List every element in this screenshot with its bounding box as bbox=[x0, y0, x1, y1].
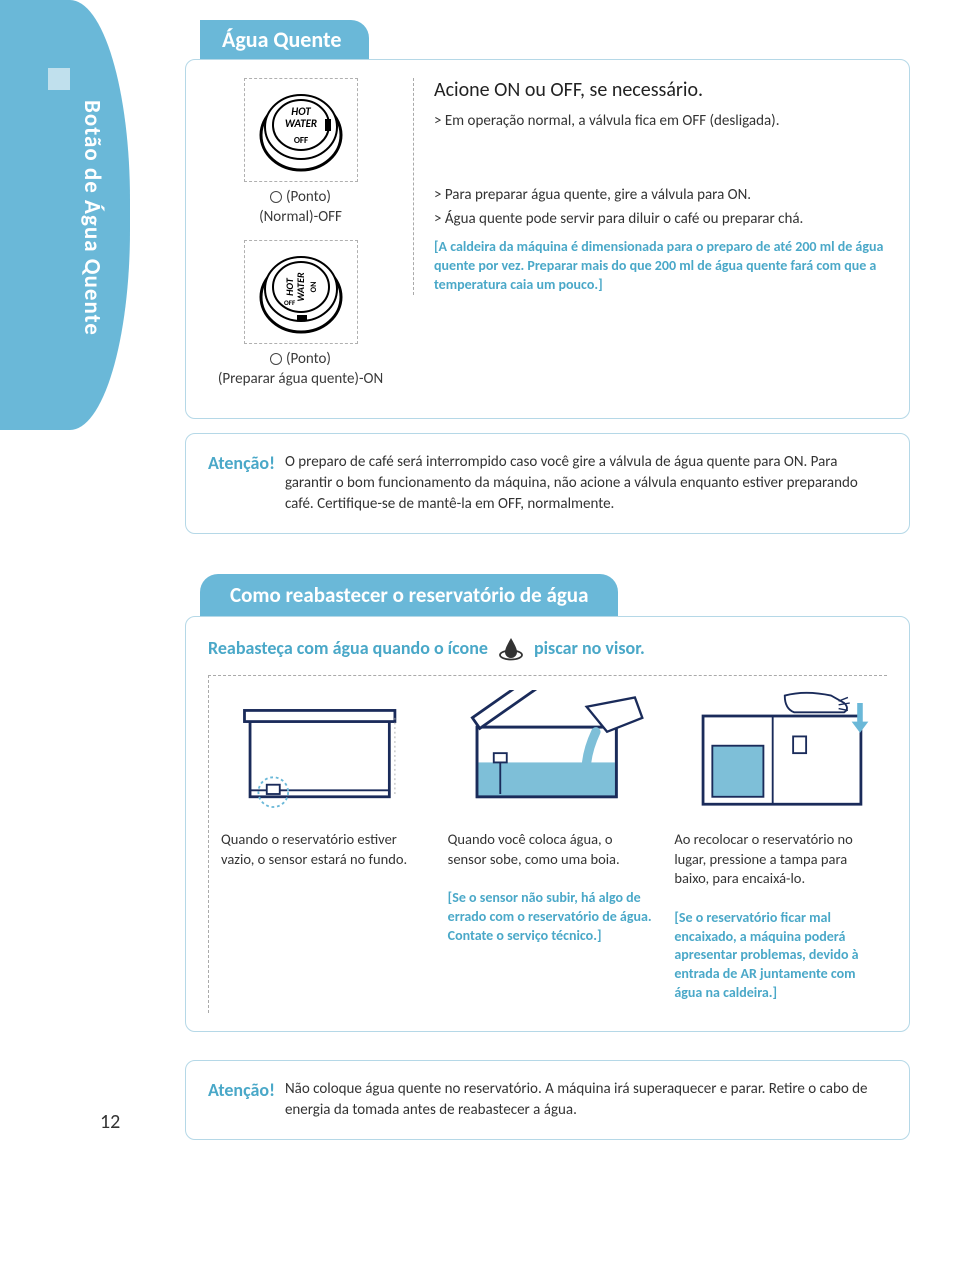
refill-panel: Reabasteça com água quando o ícone pisca… bbox=[185, 616, 910, 1032]
instr-title: Acione ON ou OFF, se necessário. bbox=[434, 78, 887, 102]
side-tab bbox=[0, 0, 130, 430]
side-tab-title: Botão de Água Quente bbox=[78, 100, 106, 400]
refill-col-1: Quando o reservatório estiver vazio, o s… bbox=[221, 690, 428, 1003]
svg-text:ON: ON bbox=[309, 282, 319, 293]
hot-water-instructions: Acione ON ou OFF, se necessário. > Em op… bbox=[413, 78, 887, 295]
atencao1-panel: Atenção! O preparo de café será interrom… bbox=[185, 433, 910, 534]
boiler-note: [A caldeira da máquina é dimensionada pa… bbox=[434, 238, 887, 295]
dial-column: HOT WATER OFF (Ponto) (Normal)-OFF HOT W… bbox=[208, 78, 393, 400]
col1-caption: Quando o reservatório estiver vazio, o s… bbox=[221, 830, 428, 869]
refill-subhead: Reabasteça com água quando o ícone pisca… bbox=[208, 635, 887, 661]
refill-col-2: Quando você coloca água, o sensor sobe, … bbox=[448, 690, 655, 1003]
dial-off-illustration: HOT WATER OFF bbox=[244, 78, 358, 182]
tank-insert-illustration bbox=[674, 690, 881, 820]
refill-illustrations: Quando o reservatório estiver vazio, o s… bbox=[208, 675, 887, 1013]
side-tab-square bbox=[48, 68, 70, 90]
dial2-state: (Preparar água quente)-ON bbox=[218, 370, 383, 388]
svg-text:WATER: WATER bbox=[294, 272, 307, 302]
col2-note: [Se o sensor não subir, há algo de errad… bbox=[448, 889, 655, 946]
refill-col-3: Ao recolocar o reservatório no lugar, pr… bbox=[674, 690, 881, 1003]
svg-text:OFF: OFF bbox=[293, 135, 307, 146]
instr-body-2a: > Para preparar água quente, gire a válv… bbox=[434, 186, 887, 204]
instr-body-1: > Em operação normal, a válvula fica em … bbox=[434, 112, 887, 130]
atencao2-text: Não coloque água quente no reservatório.… bbox=[285, 1079, 887, 1121]
page-number: 12 bbox=[100, 1110, 120, 1134]
hot-water-tab: Água Quente bbox=[200, 20, 369, 59]
dial1-ponto: (Ponto) bbox=[270, 188, 331, 206]
refill-sub-a: Reabasteça com água quando o ícone bbox=[208, 637, 488, 659]
dial2-ponto: (Ponto) bbox=[270, 350, 331, 368]
dial-on-illustration: HOT WATER ON OFF bbox=[244, 240, 358, 344]
dial1-state: (Normal)-OFF bbox=[259, 208, 342, 226]
col3-caption: Ao recolocar o reservatório no lugar, pr… bbox=[674, 830, 881, 889]
refill-sub-b: piscar no visor. bbox=[534, 637, 645, 659]
instr-body-2b: > Água quente pode servir para diluir o … bbox=[434, 210, 887, 228]
hot-water-panel: HOT WATER OFF (Ponto) (Normal)-OFF HOT W… bbox=[185, 59, 910, 419]
atencao2-label: Atenção! bbox=[208, 1079, 275, 1101]
tank-filling-illustration bbox=[448, 690, 655, 820]
col3-note: [Se o reservatório ficar mal encaixado, … bbox=[674, 909, 881, 1003]
atencao1-label: Atenção! bbox=[208, 452, 275, 474]
col2-caption: Quando você coloca água, o sensor sobe, … bbox=[448, 830, 655, 869]
refill-tab: Como reabastecer o reservatório de água bbox=[200, 574, 618, 616]
svg-text:OFF: OFF bbox=[284, 298, 296, 307]
water-drop-icon bbox=[496, 635, 526, 661]
atencao2-panel: Atenção! Não coloque água quente no rese… bbox=[185, 1060, 910, 1140]
atencao1-text: O preparo de café será interrompido caso… bbox=[285, 452, 887, 515]
svg-text:WATER: WATER bbox=[284, 117, 316, 130]
tank-empty-illustration bbox=[221, 690, 428, 820]
